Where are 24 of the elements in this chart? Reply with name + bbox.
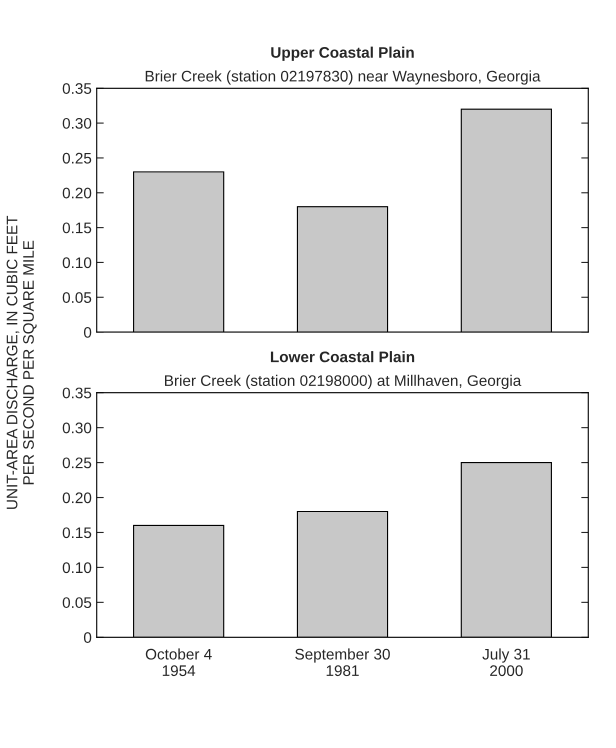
x-tick-label: July 31 2000 xyxy=(482,648,530,676)
y-axis-title: UNIT-AREA DISCHARGE, IN CUBIC FEET PER SECOND PER SQUARE MILE xyxy=(6,216,37,509)
y-tick-label: 0.10 xyxy=(62,257,92,268)
y-tick-label: 0.25 xyxy=(62,152,92,164)
y-tick-label: 0.05 xyxy=(62,292,92,303)
y-tick-label: 0.20 xyxy=(62,188,92,198)
chart-subtitle: Brier Creek (station 02198000) at Millhaven, Georgia xyxy=(165,374,522,390)
y-tick-label: 0.30 xyxy=(62,422,92,434)
y-tick-label: 0.35 xyxy=(62,83,92,94)
y-tick-label: 0.15 xyxy=(62,222,92,234)
x-tick-label: October 4 1954 xyxy=(146,648,212,676)
x-tick-label: September 30 1981 xyxy=(295,648,390,676)
y-tick-label: 0 xyxy=(84,326,92,338)
y-tick-label: 0.20 xyxy=(62,492,92,504)
y-tick-label: 0.25 xyxy=(62,457,92,468)
chart-subtitle: Brier Creek (station 02197830) near Waynesboro, Georgia xyxy=(146,70,541,85)
y-tick-label: 0.15 xyxy=(62,527,92,538)
y-tick-label: 0.10 xyxy=(62,562,92,574)
y-tick-label: 0.05 xyxy=(62,597,92,608)
chart-title: Lower Coastal Plain xyxy=(270,351,414,362)
chart-title: Upper Coastal Plain xyxy=(271,46,414,61)
y-tick-label: 0 xyxy=(84,632,92,643)
y-tick-label: 0.35 xyxy=(62,388,92,398)
y-tick-label: 0.30 xyxy=(62,118,92,129)
